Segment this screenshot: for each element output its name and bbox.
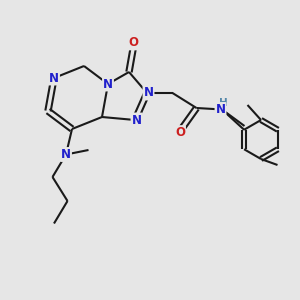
Text: N: N bbox=[49, 71, 59, 85]
Text: N: N bbox=[103, 77, 113, 91]
Text: H: H bbox=[219, 98, 228, 108]
Text: N: N bbox=[215, 103, 226, 116]
Text: N: N bbox=[131, 113, 142, 127]
Text: N: N bbox=[61, 148, 71, 161]
Text: N: N bbox=[143, 86, 154, 100]
Text: O: O bbox=[128, 36, 139, 50]
Text: O: O bbox=[175, 126, 185, 139]
